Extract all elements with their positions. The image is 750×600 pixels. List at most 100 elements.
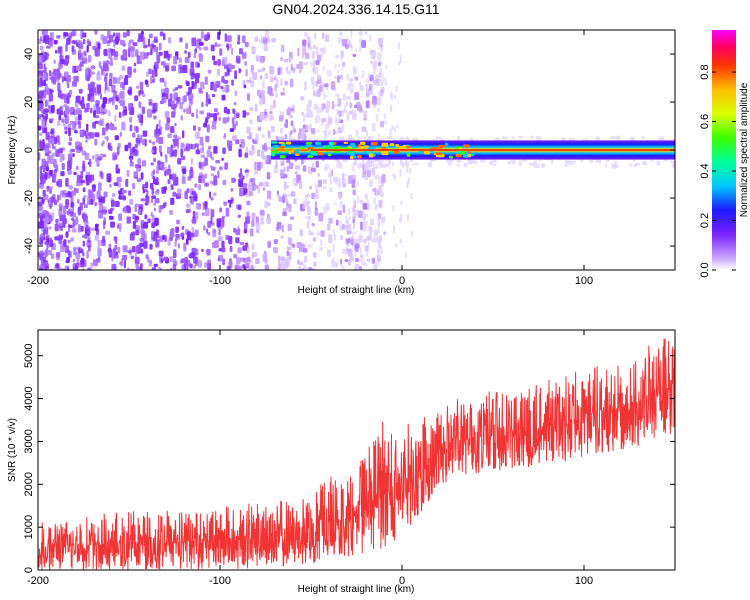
spectrogram-cell	[302, 165, 307, 172]
spectrogram-cell	[129, 198, 134, 205]
spectrogram-cell	[363, 110, 368, 119]
spectrogram-cell	[106, 86, 111, 93]
spectrogram-cell	[335, 263, 338, 268]
spectrogram-cell	[63, 32, 68, 37]
spectrogram-cell	[373, 229, 378, 237]
spectrogram-cell	[77, 49, 82, 59]
spectrogram-cell	[293, 182, 299, 186]
spectrogram-cell	[77, 224, 81, 233]
spectrogram-cell	[102, 154, 107, 158]
spectrogram-cell	[341, 112, 344, 117]
spectrogram-cell	[132, 182, 136, 190]
spectrogram-cell	[208, 98, 211, 105]
spectrogram-cell	[211, 222, 215, 226]
spectrogram-cell	[42, 108, 47, 115]
spectrogram-cell	[306, 193, 310, 198]
spectrogram-cell	[171, 173, 177, 181]
spectrogram-cell	[105, 72, 108, 77]
spectrogram-cell	[53, 160, 57, 168]
spectrogram-cell	[317, 54, 322, 62]
spectrogram-cell	[250, 68, 254, 76]
spectrogram-cell	[216, 112, 220, 116]
spectrogram-cell	[65, 231, 69, 238]
spectrogram-cell	[54, 199, 58, 206]
spectrogram-cell	[121, 110, 125, 117]
spectrogram-cell	[211, 93, 216, 98]
spectrogram-cell	[45, 99, 50, 107]
spectrogram-cell	[372, 163, 379, 169]
spectrogram-cell	[243, 84, 247, 89]
spectrogram-cell	[64, 245, 70, 253]
spectrogram-cell	[604, 163, 607, 168]
spectrogram-track-blob	[406, 146, 411, 149]
spectrogram-track-blob	[381, 151, 388, 155]
spectrogram-cell	[109, 72, 113, 80]
spectrogram-cell	[252, 252, 258, 257]
spectrogram-cell	[170, 126, 175, 134]
spectrogram-cell	[135, 225, 140, 231]
spectrogram-cell	[350, 77, 353, 85]
spectrogram-cell	[139, 242, 145, 247]
spectrogram-cell	[245, 68, 248, 77]
spectrogram-cell	[251, 46, 256, 55]
spectrogram-cell	[62, 153, 65, 161]
spectrogram-track-blob	[284, 148, 289, 152]
spectrogram-cell	[129, 107, 135, 115]
spectrogram-cell	[140, 248, 144, 254]
spectrogram-cell	[88, 175, 92, 184]
spectrogram-cell	[385, 65, 388, 70]
spectrogram-cell	[221, 157, 224, 161]
spectrogram-cell	[395, 243, 398, 248]
spectrogram-cell	[128, 39, 134, 44]
spectrogram-cell	[291, 243, 296, 248]
spectrogram-cell	[115, 95, 119, 102]
spectrogram-cell	[289, 115, 293, 119]
spectrogram-cell	[132, 213, 136, 220]
spectrogram-cell	[493, 164, 497, 167]
spectrogram-track-blob	[307, 146, 314, 150]
spectrogram-cell	[71, 121, 77, 131]
spectrogram-cell	[352, 221, 356, 230]
spectrogram-cell	[322, 65, 326, 71]
spectrogram-cell	[363, 238, 367, 244]
spectrogram-cell	[138, 112, 141, 119]
spectrogram-track-blob	[317, 153, 325, 156]
spectrogram-cell	[76, 181, 81, 187]
spectrogram-cell	[322, 186, 327, 190]
spectrogram-cell	[222, 179, 227, 186]
spectrogram-cell	[64, 61, 69, 66]
spectrogram-cell	[235, 55, 241, 63]
spectrogram-cell	[123, 78, 127, 82]
spectrogram-cell	[264, 30, 270, 38]
spectrogram-cell	[119, 75, 124, 80]
spectrogram-cell	[378, 240, 381, 249]
spectrogram-cell	[205, 135, 210, 143]
spectrogram-cell	[319, 48, 324, 52]
spectrogram-cell	[224, 33, 227, 42]
spectrogram-cell	[368, 179, 374, 188]
spectrogram-cell	[302, 113, 306, 122]
spectrogram-cell	[259, 112, 265, 121]
spectrogram-cell	[38, 132, 43, 136]
spectrogram-cell	[236, 41, 241, 45]
spectrogram-cell	[377, 133, 381, 138]
spectrogram-cell	[46, 241, 49, 249]
spectrogram-cell	[357, 104, 363, 111]
spectrogram-cell	[76, 188, 79, 194]
spectrogram-cell	[61, 76, 65, 83]
spectrogram-cell	[284, 198, 289, 203]
colorbar-tick-label: 0.4	[699, 163, 711, 178]
spectrogram-cell	[328, 173, 331, 178]
spectrogram-cell	[339, 235, 344, 241]
spectrogram-cell	[285, 206, 288, 211]
spectrogram-cell	[174, 241, 177, 247]
spectrogram-cell	[257, 149, 261, 157]
spectrogram-cell	[130, 46, 135, 51]
spectrogram-cell	[328, 117, 333, 124]
spectrogram-cell	[105, 126, 109, 132]
spectrogram-cell	[70, 202, 73, 207]
spectrogram-cell	[219, 48, 223, 56]
spectrogram-cell	[151, 69, 154, 78]
spectrogram-cell	[288, 193, 291, 197]
